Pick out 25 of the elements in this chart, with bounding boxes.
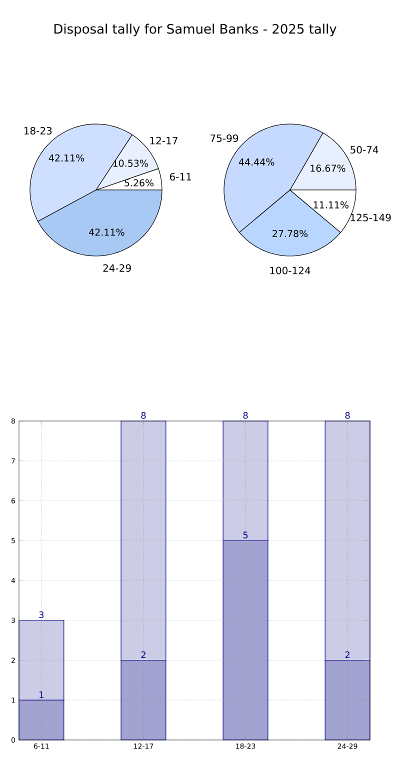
data-label: 11.11% (314, 201, 349, 208)
slice-label: 50-74 (350, 146, 379, 154)
total-label: 3 (40, 611, 44, 618)
slice-label: 24-29 (104, 264, 132, 272)
data-label: 42.11% (89, 228, 125, 236)
slice-label: 125-149 (351, 214, 392, 222)
slice-label: 100-124 (270, 266, 311, 274)
total-label: 8 (346, 412, 350, 419)
data-label: 10.53% (114, 160, 148, 167)
chart-title: Disposal tally for Samuel Banks - 2025 tally (54, 24, 337, 36)
data-label: 2 (346, 651, 350, 658)
data-label: 5.26% (124, 179, 154, 186)
total-label: 8 (244, 412, 248, 419)
slice-label: 75-99 (210, 134, 238, 142)
data-label: 2 (142, 651, 146, 658)
data-label: 44.44% (239, 158, 274, 166)
slice-label: 12-17 (150, 136, 178, 144)
data-label: 42.11% (49, 154, 84, 162)
data-label: 27.78% (272, 230, 308, 238)
slice-label: 6-11 (170, 172, 192, 181)
data-label: 5 (244, 532, 248, 538)
slice-label: 18-23 (24, 126, 52, 135)
data-label: 1 (40, 691, 44, 698)
data-label: 16.67% (310, 164, 346, 172)
total-label: 8 (141, 412, 146, 419)
